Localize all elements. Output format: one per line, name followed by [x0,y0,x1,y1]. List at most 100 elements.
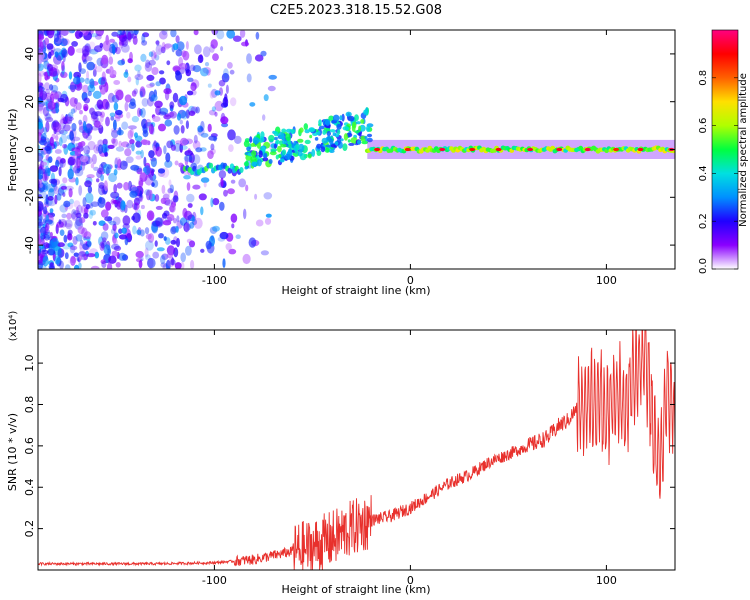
noise-blob [116,182,123,189]
noise-blob [87,140,96,151]
noise-blob [89,78,95,89]
noise-blob [100,242,105,249]
noise-blob [54,149,62,154]
noise-blob [163,192,168,202]
trace-blob [245,160,249,167]
noise-blob [73,264,80,269]
noise-blob [200,206,204,216]
noise-blob [80,141,86,147]
noise-blob [99,241,105,251]
trace-blob [337,129,341,135]
noise-blob [49,178,58,184]
noise-blob [158,233,164,239]
noise-blob [90,163,95,169]
noise-blob [135,150,142,155]
noise-blob [60,38,68,47]
noise-blob [45,194,49,205]
noise-blob [144,175,154,186]
noise-blob [104,152,109,157]
noise-blob [144,62,153,72]
colorbar-tick-label: 0.2 [698,213,709,229]
noise-blob [176,41,185,51]
noise-blob [49,187,54,193]
y-tick-label: -40 [23,236,36,254]
noise-blob [57,247,63,259]
noise-blob [41,249,49,255]
noise-blob [40,232,44,240]
noise-blob [125,156,134,164]
noise-blob [173,143,182,152]
noise-blob [260,50,267,57]
noise-blob [209,44,215,53]
noise-blob [103,180,108,192]
y-tick-label: 0.2 [23,520,36,538]
noise-blob [162,193,170,200]
colorbar-label: Normalized spectral amplitude [738,73,749,227]
noise-blob [264,217,272,225]
noise-blob [102,223,109,231]
noise-blob [127,125,137,130]
noise-blob [111,31,119,37]
noise-blob [145,118,152,129]
noise-blob [84,77,90,85]
noise-blob [145,59,151,69]
noise-blob [98,124,104,134]
noise-blob [38,186,44,193]
noise-blob [260,250,269,256]
noise-blob [92,90,102,99]
spectrogram-axes: -100 0 100 -40 -20 0 20 40 [23,30,675,287]
trace-blob [309,134,313,139]
noise-blob [83,145,91,155]
noise-blob [136,229,141,235]
noise-blob [173,218,177,224]
noise-blob [141,118,148,129]
noise-blob [163,145,167,155]
noise-blob [38,201,44,212]
noise-blob [74,157,82,169]
noise-blob [169,101,175,109]
noise-blob [146,74,155,81]
noise-blob [74,168,84,177]
noise-blob [174,262,182,269]
noise-blob [86,253,96,258]
noise-blob [189,85,196,90]
noise-blob [127,58,133,64]
noise-blob [79,68,86,74]
snr-y-multiplier: (x10⁴) [8,311,19,342]
x-tick-label: 0 [407,574,414,587]
noise-blob [135,250,144,259]
noise-blob [188,110,196,117]
noise-blob [155,146,162,157]
noise-blob [135,140,143,148]
noise-blob [140,107,146,118]
noise-blob [92,221,97,226]
noise-blob [233,35,242,42]
noise-blob [141,40,148,46]
noise-blob [59,159,64,169]
trace-blob [356,140,362,145]
noise-blob [114,157,119,169]
noise-blob [210,143,215,151]
spectrogram-panel: -100 0 100 -40 -20 0 20 40 Height of straight l… [6,29,676,297]
noise-blob [166,252,173,259]
noise-blob [219,201,225,211]
noise-blob [124,94,132,103]
noise-blob [249,102,256,107]
noise-blob [67,231,72,240]
noise-blob [139,86,146,97]
noise-blob [255,31,260,40]
noise-blob [38,122,43,129]
noise-blob [127,76,132,83]
noise-blob [116,129,124,136]
trace-blob [354,130,361,134]
noise-blob [38,164,43,170]
noise-blob [44,241,49,249]
noise-blob [46,43,54,50]
trace-blob [358,125,362,132]
noise-blob [180,137,188,146]
noise-blob [107,248,112,256]
trace-blob [332,132,337,137]
noise-blob [138,180,144,188]
noise-blob [38,72,42,84]
noise-blob [104,216,113,222]
